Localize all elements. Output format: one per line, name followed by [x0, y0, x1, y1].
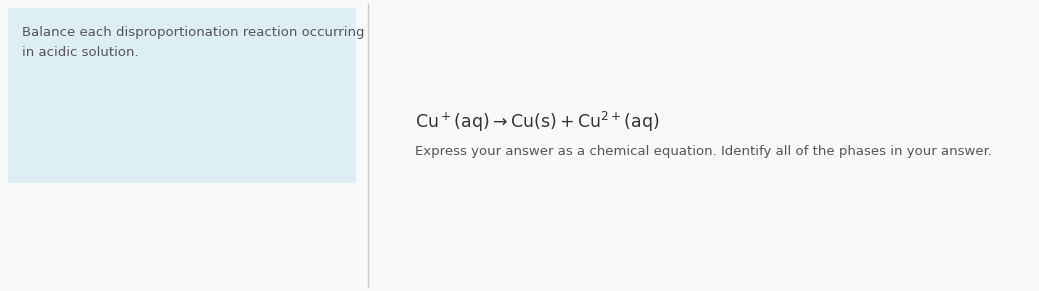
Bar	[8, 8, 356, 183]
Text: Balance each disproportionation reaction occurring: Balance each disproportionation reaction…	[22, 26, 365, 39]
Text: in acidic solution.: in acidic solution.	[22, 46, 138, 59]
Text: Express your answer as a chemical equation. Identify all of the phases in your a: Express your answer as a chemical equati…	[415, 145, 992, 158]
Text: $\mathrm{Cu^+(aq) \rightarrow Cu(s) + Cu^{2+}(aq)}$: $\mathrm{Cu^+(aq) \rightarrow Cu(s) + Cu…	[415, 110, 660, 134]
